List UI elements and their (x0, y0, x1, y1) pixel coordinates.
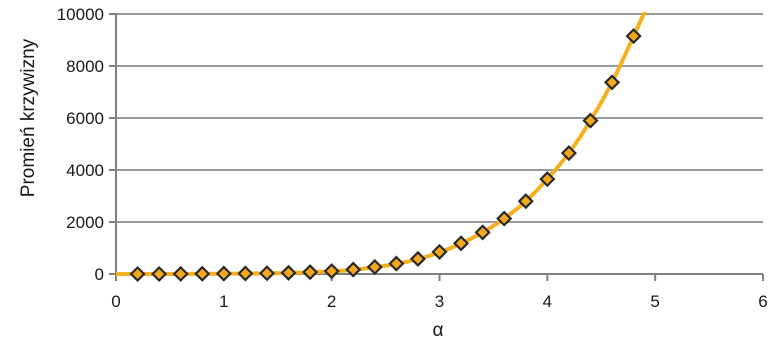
data-point (496, 210, 513, 227)
x-axis-title: α (433, 320, 444, 341)
data-point (194, 265, 211, 282)
data-point (302, 264, 319, 281)
data-point (388, 255, 405, 272)
trend-line (116, 12, 647, 276)
data-point (409, 250, 426, 267)
axes (109, 13, 764, 281)
data-point (258, 265, 276, 282)
x-tick-label: 5 (650, 292, 659, 311)
data-point (517, 193, 534, 210)
x-tick-label: 1 (219, 292, 228, 311)
data-point (474, 224, 491, 241)
y-tick-label: 10000 (57, 5, 104, 24)
data-point (625, 28, 642, 45)
gridlines (116, 13, 763, 223)
data-point (345, 261, 362, 278)
data-point (323, 263, 340, 280)
x-tick-label: 3 (435, 292, 444, 311)
y-tick-label: 2000 (66, 213, 104, 232)
data-point (215, 265, 232, 282)
data-point (237, 265, 254, 282)
y-tick-label: 0 (95, 265, 104, 284)
data-point (366, 258, 383, 276)
data-point (453, 235, 470, 252)
trend-line-layer (116, 12, 647, 276)
x-tick-label: 6 (758, 292, 767, 311)
y-axis-title: Promień krzywizny (18, 38, 39, 197)
data-point (280, 264, 297, 281)
data-points (129, 28, 642, 283)
x-tick-label: 4 (543, 292, 552, 311)
data-point (539, 171, 556, 188)
data-point (431, 243, 448, 260)
y-tick-labels: 0 2000 4000 6000 8000 10000 (57, 5, 104, 284)
data-point (560, 145, 577, 162)
x-tick-label: 0 (111, 292, 120, 311)
data-point (172, 265, 189, 282)
x-tick-labels: 0 1 2 3 4 5 6 (111, 292, 767, 311)
y-tick-label: 4000 (66, 161, 104, 180)
data-point (151, 265, 168, 283)
data-point (582, 112, 599, 129)
data-point (129, 265, 146, 283)
y-tick-label: 6000 (66, 109, 104, 128)
data-point (603, 74, 621, 91)
x-tick-label: 2 (327, 292, 336, 311)
y-tick-label: 8000 (66, 57, 104, 76)
